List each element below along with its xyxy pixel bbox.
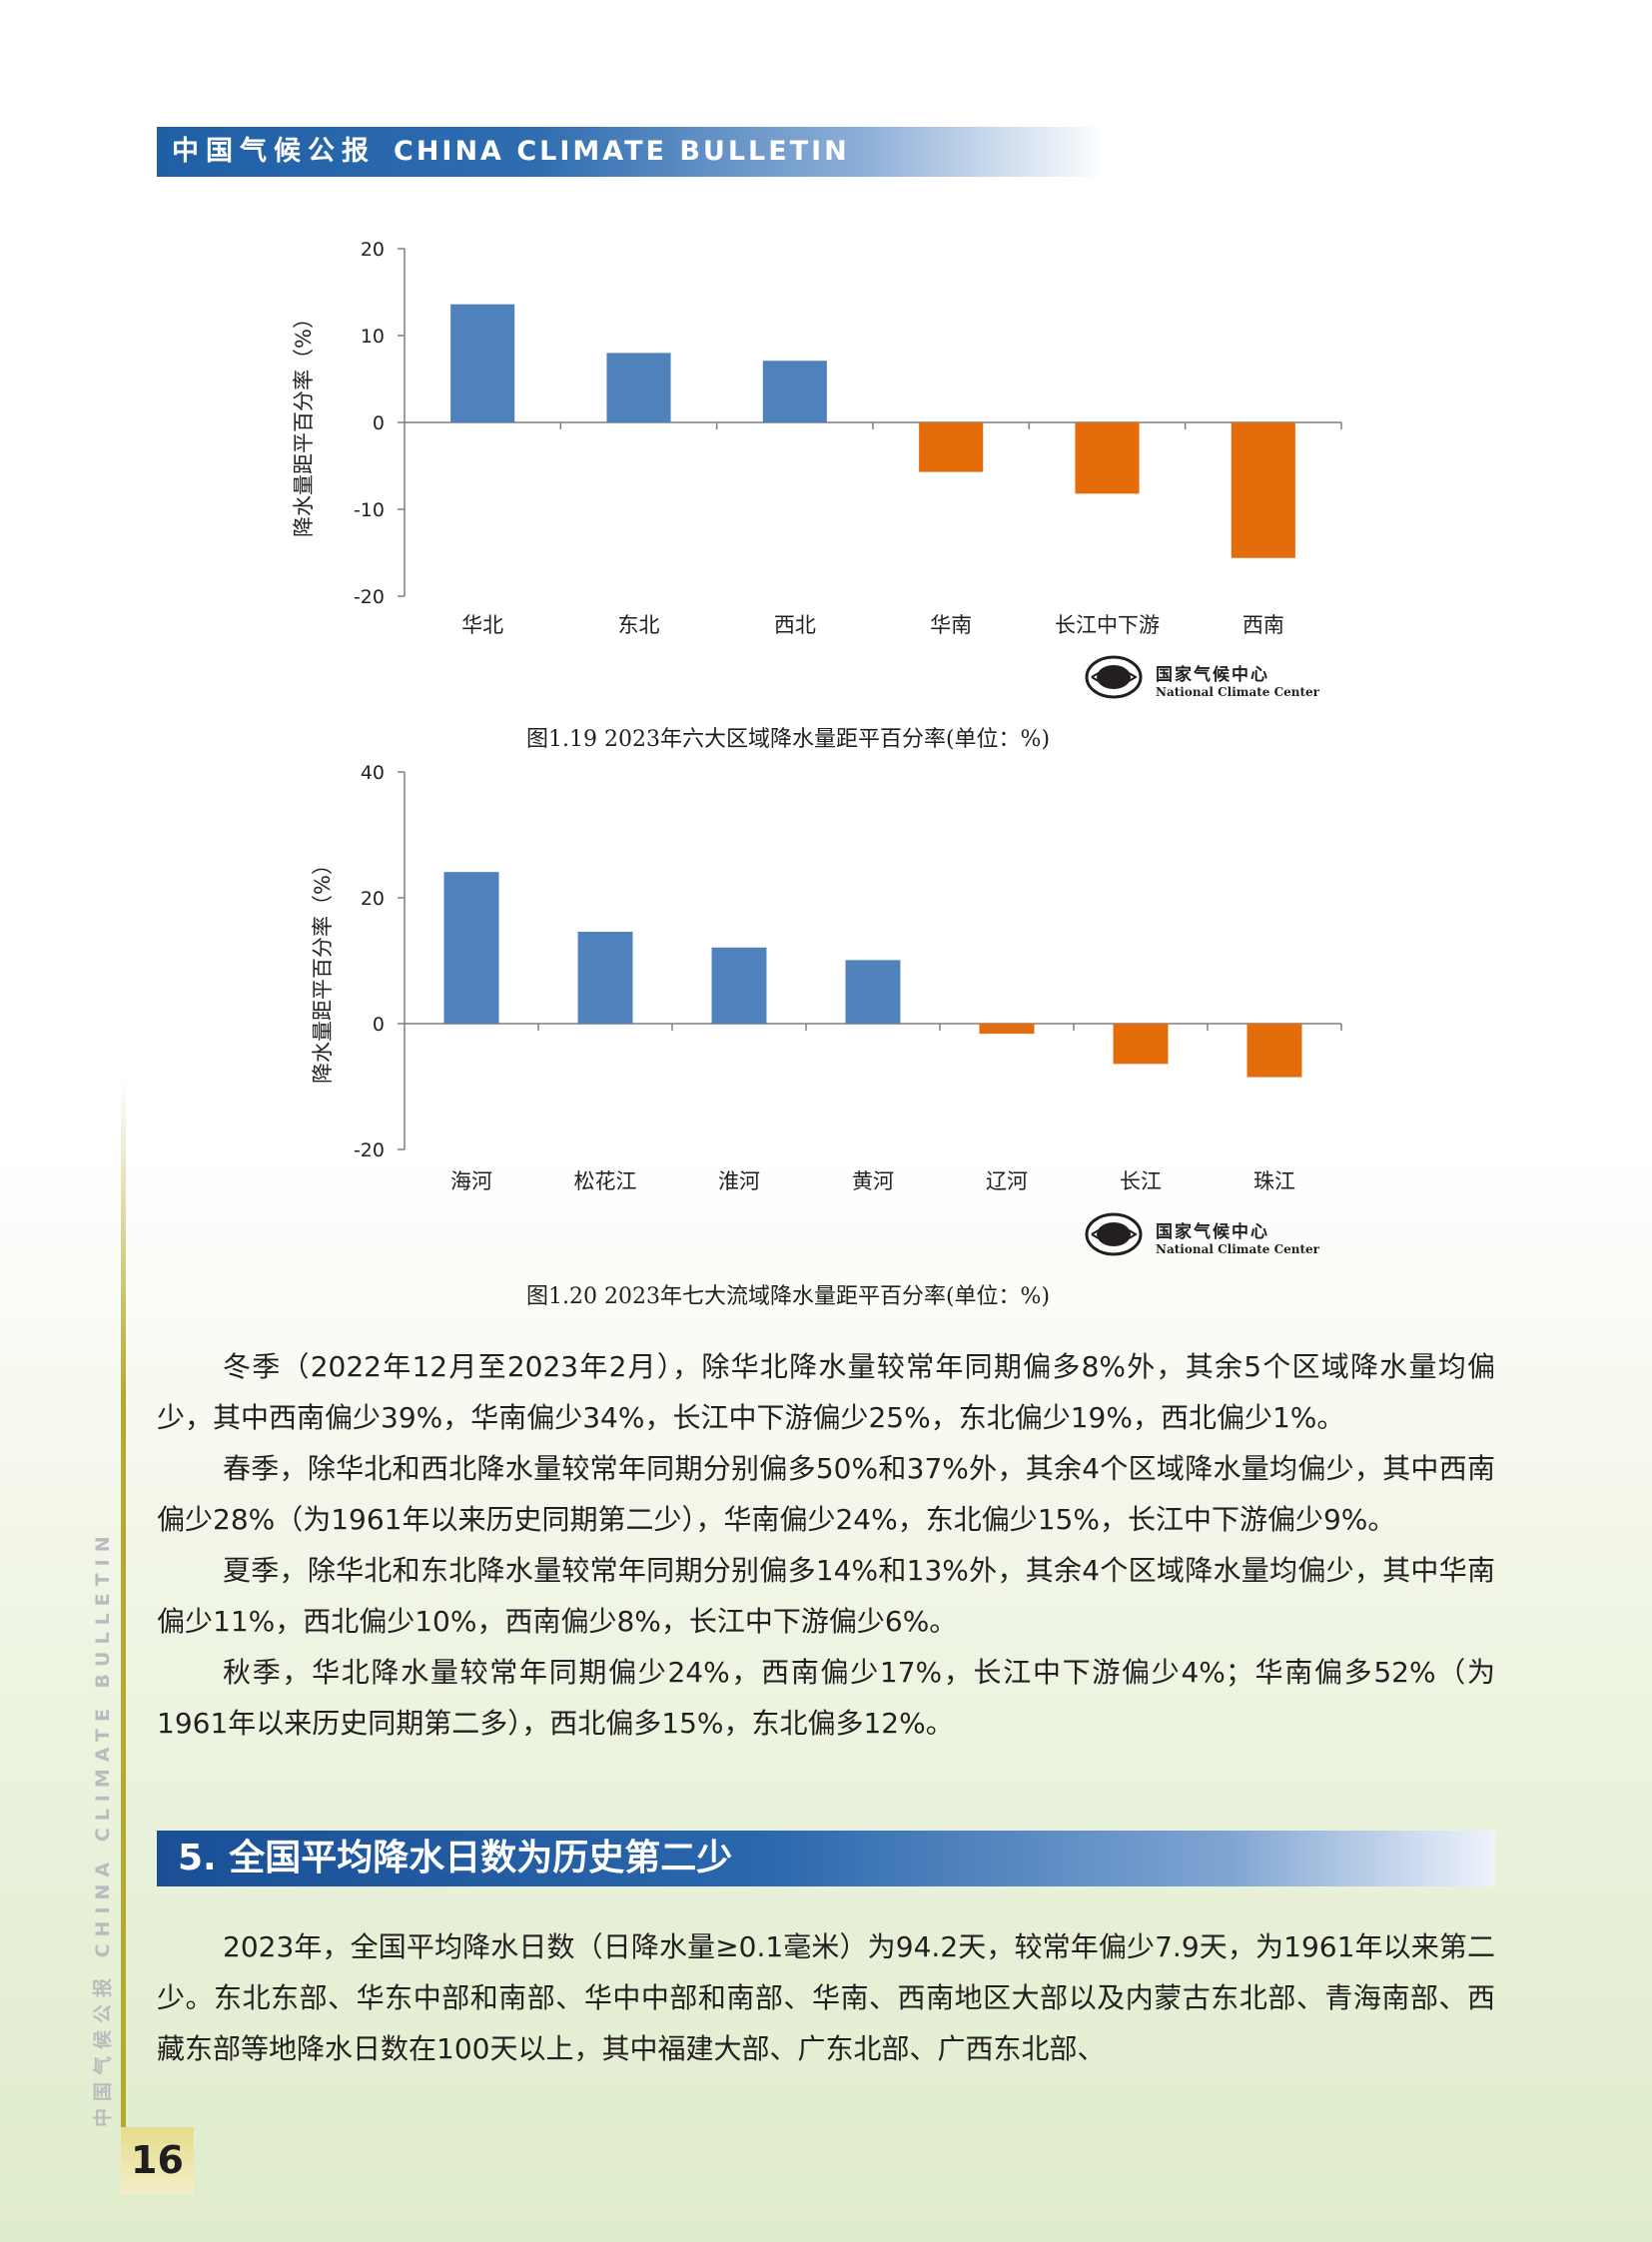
- category-label: 西南: [1242, 613, 1284, 637]
- y-tick-label: -20: [354, 1139, 385, 1161]
- sidebar-running-title: 中国气候公报 CHINA CLIMATE BULLETIN: [92, 1529, 114, 2127]
- running-header: 中国气候公报 CHINA CLIMATE BULLETIN: [172, 132, 850, 172]
- side-rule: [121, 1079, 126, 2137]
- bar-西北: [762, 361, 827, 422]
- bar-西南: [1231, 422, 1295, 558]
- y-tick-label: -20: [354, 586, 385, 608]
- category-label: 松花江: [574, 1169, 637, 1193]
- category-label: 西北: [774, 613, 816, 637]
- bar-东北: [606, 353, 671, 422]
- section-heading-bar: [157, 1831, 1495, 1886]
- ncc-emblem-icon: [1085, 655, 1143, 699]
- ncc-emblem-icon: [1085, 1212, 1143, 1256]
- ncc-logo-2: 国家气候中心 National Climate Center: [1084, 1211, 1343, 1261]
- bar-松花江: [577, 932, 633, 1024]
- bar-黄河: [845, 960, 901, 1024]
- paragraph-rain-days: 2023年，全国平均降水日数（日降水量≥0.1毫米）为94.2天，较常年偏少7.…: [157, 1930, 1495, 2065]
- y-tick-label: 40: [361, 762, 385, 784]
- bar-辽河: [979, 1024, 1035, 1035]
- paragraph-winter: 冬季（2022年12月至2023年2月），除华北降水量较常年同期偏多8%外，其余…: [157, 1350, 1495, 1434]
- logo-name-en: National Climate Center: [1156, 1242, 1319, 1256]
- bar-华南: [919, 422, 984, 472]
- category-label: 海河: [450, 1169, 492, 1193]
- category-label: 珠江: [1253, 1169, 1295, 1193]
- ncc-logo: 国家气候中心 National Climate Center: [1084, 654, 1343, 704]
- bar-长江: [1113, 1024, 1169, 1065]
- page-number: 16: [131, 2138, 184, 2182]
- y-tick-label: 10: [361, 326, 385, 348]
- bar-华北: [450, 304, 515, 422]
- body-text: 冬季（2022年12月至2023年2月），除华北降水量较常年同期偏多8%外，其余…: [157, 1341, 1495, 1749]
- header-title-en: CHINA CLIMATE BULLETIN: [394, 136, 850, 167]
- paragraph-spring: 春季，除华北和西北降水量较常年同期分别偏多50%和37%外，其余4个区域降水量均…: [157, 1452, 1495, 1536]
- bar-珠江: [1246, 1024, 1302, 1078]
- y-tick-label: -10: [354, 499, 385, 521]
- y-tick-label: 20: [361, 239, 385, 261]
- section-body: 2023年，全国平均降水日数（日降水量≥0.1毫米）为94.2天，较常年偏少7.…: [157, 1921, 1495, 2074]
- category-label: 东北: [618, 613, 660, 637]
- paragraph-autumn: 秋季，华北降水量较常年同期偏少24%，西南偏少17%，长江中下游偏少4%；华南偏…: [157, 1656, 1495, 1740]
- header-bar: [157, 127, 1106, 177]
- bar-海河: [443, 872, 499, 1024]
- logo-name-cn: 国家气候中心: [1156, 665, 1269, 685]
- chart2-caption: 图1.20 2023年七大流域降水量距平百分率(单位：%): [526, 1284, 1051, 1309]
- category-label: 华北: [461, 613, 503, 637]
- y-axis-label: 降水量距平百分率（%）: [292, 308, 316, 537]
- y-tick-label: 0: [373, 1014, 385, 1036]
- category-label: 长江: [1120, 1169, 1162, 1193]
- section-heading: 5. 全国平均降水日数为历史第二少: [178, 1838, 733, 1878]
- chart-basins: 40 20 0 -20 海河 松花江 淮河 黄河 辽河 长江 珠江 降水量距平百分率（%）: [311, 762, 1342, 1193]
- category-label: 黄河: [852, 1169, 894, 1193]
- category-label: 淮河: [718, 1169, 760, 1193]
- paragraph-summer: 夏季，除华北和东北降水量较常年同期分别偏多14%和13%外，其余4个区域降水量均…: [157, 1554, 1495, 1638]
- y-axis-label: 降水量距平百分率（%）: [311, 854, 335, 1084]
- category-label: 长江中下游: [1055, 613, 1160, 637]
- page-number-box: [121, 2127, 194, 2194]
- chart1-caption: 图1.19 2023年六大区域降水量距平百分率(单位：%): [526, 727, 1051, 752]
- logo-name-en: National Climate Center: [1156, 685, 1319, 699]
- y-tick-label: 20: [361, 888, 385, 910]
- bar-淮河: [711, 947, 767, 1024]
- category-label: 辽河: [986, 1169, 1028, 1193]
- logo-name-cn: 国家气候中心: [1156, 1222, 1269, 1242]
- category-label: 华南: [930, 613, 972, 637]
- bar-长江中下游: [1075, 422, 1140, 494]
- header-title-cn: 中国气候公报: [172, 136, 376, 167]
- y-tick-label: 0: [373, 412, 385, 434]
- chart-regions: 20 10 0 -10 -20 华北 东北 西北 华南 长江中下游 西南 降水量距平百分率（%）: [292, 239, 1342, 637]
